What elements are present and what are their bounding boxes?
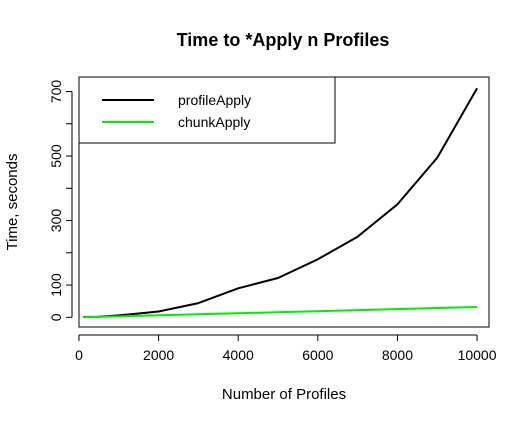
x-tick-label: 2000 <box>143 347 174 363</box>
y-tick-label: 500 <box>48 144 64 168</box>
y-tick-label: 0 <box>48 313 64 321</box>
y-tick-label: 100 <box>48 273 64 297</box>
legend-label-chunkApply: chunkApply <box>178 114 250 130</box>
legend: profileApply chunkApply <box>79 77 335 143</box>
x-tick-label: 4000 <box>223 347 254 363</box>
x-tick-label: 6000 <box>302 347 333 363</box>
chart-title: Time to *Apply n Profiles <box>177 30 390 50</box>
x-axis: 0 2000 4000 6000 8000 10000 <box>75 335 497 363</box>
y-tick-label: 300 <box>48 209 64 233</box>
legend-label-profileApply: profileApply <box>178 92 251 108</box>
x-tick-label: 0 <box>75 347 83 363</box>
legend-box <box>79 77 335 143</box>
x-tick-label: 10000 <box>458 347 497 363</box>
y-axis: 0 100 300 500 700 <box>48 80 72 322</box>
y-axis-label: Time, seconds <box>4 154 21 251</box>
y-tick-label: 700 <box>48 80 64 104</box>
x-axis-label: Number of Profiles <box>222 386 346 403</box>
x-tick-label: 8000 <box>382 347 413 363</box>
